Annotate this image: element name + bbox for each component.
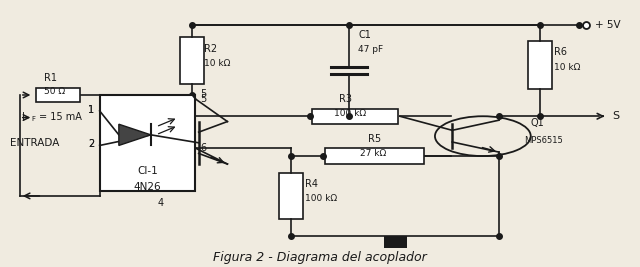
Text: R2: R2 [204,44,217,53]
Text: R1: R1 [44,73,57,83]
Text: 50 Ω: 50 Ω [44,87,65,96]
Text: ENTRADA: ENTRADA [10,138,60,148]
Text: S: S [612,111,619,121]
Text: 10 kΩ: 10 kΩ [554,63,580,72]
Text: R3: R3 [339,94,352,104]
Text: F: F [31,116,35,122]
Bar [100,95,195,191]
Text: 5: 5 [200,89,207,99]
Text: 2: 2 [88,139,95,149]
Text: R6: R6 [554,47,568,57]
Bar [279,173,303,219]
Text: 47 pF: 47 pF [358,45,383,54]
Text: CI-1: CI-1 [137,166,158,176]
Text: 27 kΩ: 27 kΩ [360,149,387,158]
Text: R5: R5 [368,134,381,144]
Text: 1: 1 [88,105,94,115]
Text: C1: C1 [358,30,371,40]
Bar [312,108,398,124]
Text: 4: 4 [157,198,163,207]
Text: 100 kΩ: 100 kΩ [334,109,366,118]
Bar [36,88,80,102]
Text: 10 kΩ: 10 kΩ [204,59,230,68]
Bar [528,41,552,89]
Polygon shape [119,124,151,146]
Text: I: I [22,112,25,122]
Text: 4N26: 4N26 [134,182,161,192]
Text: 5: 5 [200,94,207,104]
Bar [180,37,204,84]
Text: 2: 2 [88,139,95,149]
Text: 100 kΩ: 100 kΩ [305,194,337,203]
Bar [324,148,424,164]
Text: MPS6515: MPS6515 [524,136,563,145]
Text: 1: 1 [88,105,94,115]
Text: Figura 2 - Diagrama del acoplador: Figura 2 - Diagrama del acoplador [213,251,427,264]
Text: = 15 mA: = 15 mA [39,112,82,122]
Text: Q1: Q1 [531,118,545,128]
Text: 6: 6 [200,143,207,153]
Bar [383,236,406,248]
Text: R4: R4 [305,179,318,189]
Text: + 5V: + 5V [595,19,620,30]
